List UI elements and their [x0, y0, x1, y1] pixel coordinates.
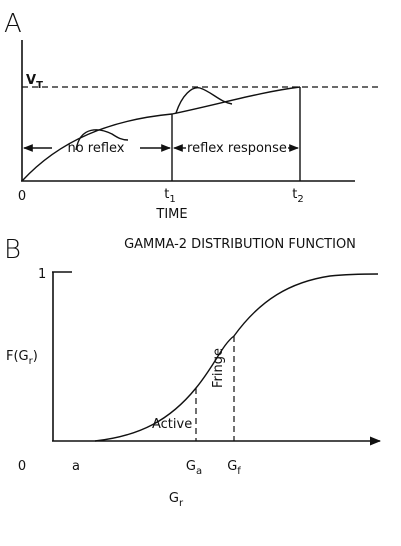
- region-label: no reflex: [67, 141, 124, 156]
- tick-label: Gf: [227, 459, 241, 477]
- label-sub: 1: [169, 194, 175, 205]
- label-base: G: [186, 459, 196, 474]
- panel-label: B: [4, 235, 21, 265]
- reflex-bump: [75, 129, 129, 151]
- label-base: V: [26, 73, 36, 88]
- label-sub: 2: [297, 194, 303, 205]
- panel-label: A: [4, 9, 22, 39]
- region-label: Fringe: [211, 348, 226, 388]
- axis-label: TIME: [155, 207, 187, 222]
- tick-label: 1: [38, 267, 46, 282]
- tick-label: t2: [292, 187, 303, 205]
- region-label: reflex response: [187, 141, 287, 156]
- tick-label: 0: [18, 189, 26, 204]
- curve: [21, 86, 301, 182]
- tick-label: a: [72, 459, 80, 474]
- reflex-bump: [175, 87, 233, 114]
- label-base: G: [169, 491, 179, 506]
- threshold-label: VT: [26, 73, 43, 91]
- label-sub: r: [179, 498, 184, 509]
- tick-label: 0: [18, 459, 26, 474]
- label-sub: T: [36, 80, 43, 91]
- label-sub: r: [29, 356, 34, 367]
- curve: [94, 273, 379, 442]
- label-base: t: [292, 187, 297, 202]
- axis-label: F(Gr): [6, 349, 38, 367]
- label-base: G: [227, 459, 237, 474]
- axis-label: Gr: [169, 491, 184, 509]
- tick-label: t1: [164, 187, 175, 205]
- tick-label: Ga: [186, 459, 202, 477]
- label-end: ): [33, 349, 38, 364]
- label-base: F(G: [6, 349, 29, 364]
- region-label: Active: [152, 417, 192, 432]
- label-sub: a: [196, 466, 202, 477]
- panel-title: GAMMA-2 DISTRIBUTION FUNCTION: [124, 237, 356, 252]
- label-base: t: [164, 187, 169, 202]
- label-sub: f: [237, 466, 241, 477]
